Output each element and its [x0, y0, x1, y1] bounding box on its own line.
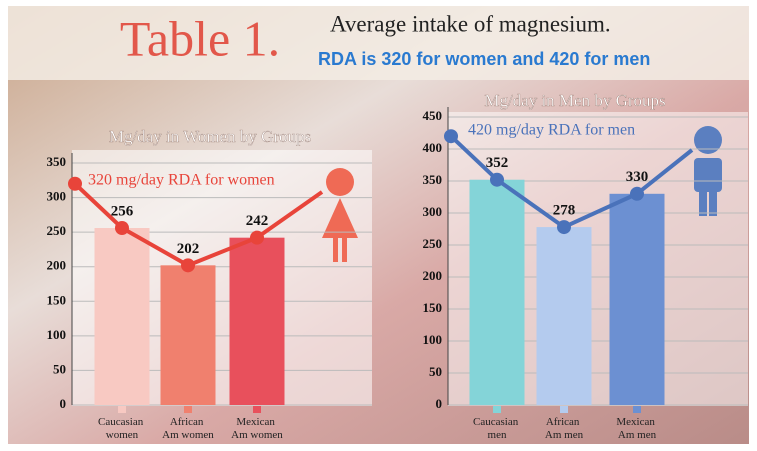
bar [161, 265, 216, 405]
y-tick-label: 400 [423, 140, 443, 155]
annotation: 420 mg/day RDA for men [468, 122, 635, 139]
bar [610, 194, 665, 405]
y-tick-label: 0 [436, 396, 443, 411]
y-tick-label: 200 [423, 268, 443, 283]
category-marker [253, 406, 261, 413]
y-tick-label: 150 [47, 292, 67, 307]
y-tick-label: 100 [47, 327, 67, 342]
category-marker [118, 406, 126, 413]
y-tick-label: 300 [423, 204, 443, 219]
chart-title: Mg/day in Men by Groups [484, 91, 665, 110]
rda-dot [444, 129, 458, 143]
x-tick-label: African Am men [545, 416, 584, 441]
header-title: Table 1. [120, 10, 280, 66]
bar [95, 228, 150, 405]
chart-title: Mg/day in Women by Groups [109, 127, 311, 146]
y-tick-label: 250 [423, 236, 443, 251]
infographic: Table 1. Average intake of magnesium. RD… [0, 0, 757, 451]
y-tick-label: 300 [47, 189, 67, 204]
data-label: 242 [246, 213, 269, 229]
category-marker [560, 406, 568, 413]
y-tick-label: 200 [47, 258, 67, 273]
header-subtitle: Average intake of magnesium. [330, 11, 611, 36]
y-tick-label: 150 [423, 300, 443, 315]
rda-dot [68, 177, 82, 191]
value-dot [490, 173, 504, 187]
category-marker [493, 406, 501, 413]
y-tick-label: 0 [60, 396, 67, 411]
y-tick-label: 50 [429, 364, 442, 379]
value-dot [115, 221, 129, 235]
y-tick-label: 50 [53, 361, 66, 376]
data-label: 278 [553, 203, 576, 219]
bar [470, 180, 525, 405]
y-tick-label: 250 [47, 223, 67, 238]
data-label: 330 [626, 169, 649, 185]
bar [230, 238, 285, 405]
data-label: 256 [111, 203, 134, 219]
y-tick-label: 350 [423, 172, 443, 187]
y-tick-label: 100 [423, 332, 443, 347]
y-tick-label: 450 [423, 108, 443, 123]
header-note: RDA is 320 for women and 420 for men [318, 49, 650, 69]
category-marker [633, 406, 641, 413]
y-tick-label: 350 [47, 154, 67, 169]
x-tick-label: Mexican Am men [616, 416, 657, 441]
value-dot [250, 231, 264, 245]
category-marker [184, 406, 192, 413]
data-label: 352 [486, 155, 509, 171]
value-dot [630, 187, 644, 201]
bar [537, 227, 592, 405]
value-dot [181, 258, 195, 272]
data-label: 202 [177, 241, 200, 257]
value-dot [557, 220, 571, 234]
x-tick-label: Mexican Am women [231, 416, 283, 441]
annotation: 320 mg/day RDA for women [88, 172, 275, 189]
